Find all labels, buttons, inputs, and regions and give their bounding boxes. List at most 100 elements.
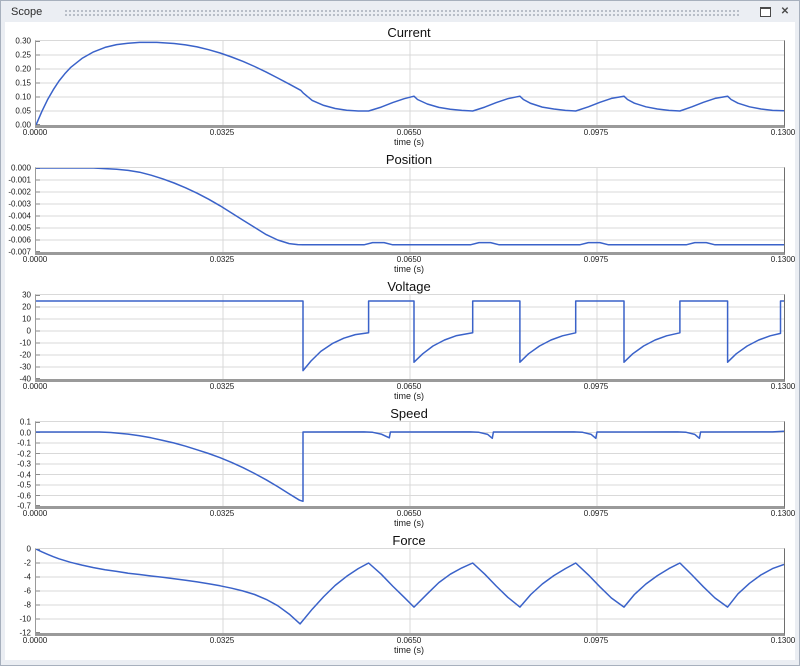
y-tick-label: 10 <box>22 314 31 324</box>
chart-title: Current <box>387 25 431 40</box>
y-tick-label: -0.4 <box>17 470 31 479</box>
x-tick-label: 0.0000 <box>22 255 48 264</box>
y-tick-label: -12 <box>19 628 31 638</box>
plot-canvas[interactable] <box>36 295 784 379</box>
x-tick-label: 0.0325 <box>209 128 235 137</box>
y-tick-label: 0.10 <box>15 92 31 102</box>
chart-current: Current 0.30 0.25 0.20 0.15 0.10 0.05 0.00 0.0… <box>5 25 795 152</box>
x-axis-labels: 0.0000 0.0325 0.0650 0.0975 0.1300 <box>23 636 795 645</box>
y-axis-labels: 30 20 10 0 -10 -20 -30 -40 <box>5 291 32 384</box>
chart-force: Force 0 -2 -4 -6 -8 -10 -12 0.0000 0.0325 0.0650… <box>5 533 795 660</box>
series-line <box>36 168 784 246</box>
series-line <box>36 300 784 372</box>
y-axis-labels: 0 -2 -4 -6 -8 -10 -12 <box>5 545 32 638</box>
series-line <box>36 430 784 503</box>
y-axis-labels: 0.1 0.0 -0.1 -0.2 -0.3 -0.4 -0.5 -0.6 -0.7 <box>5 418 32 511</box>
y-tick-label: 0.00 <box>15 120 31 130</box>
plot-canvas[interactable] <box>36 549 784 633</box>
x-tick-label: 0.0325 <box>209 382 235 391</box>
plot-area[interactable] <box>35 294 785 382</box>
y-tick-label: -0.006 <box>8 235 31 245</box>
x-axis-title: time (s) <box>394 391 424 401</box>
series-line <box>36 549 784 625</box>
chart-position: Position 0.000 -0.001 -0.002 -0.003 -0.004 -0… <box>5 152 795 279</box>
x-tick-label: 0.1300 <box>770 128 796 137</box>
chart-title: Speed <box>390 406 428 421</box>
y-tick-label: 0.25 <box>15 50 31 60</box>
x-tick-label: 0.0975 <box>583 636 609 645</box>
x-tick-label: 0.0000 <box>22 382 48 391</box>
y-tick-label: -0.6 <box>17 491 31 500</box>
chart-title: Force <box>392 533 426 548</box>
y-tick-label: -20 <box>19 350 31 360</box>
x-tick-label: 0.1300 <box>770 636 796 645</box>
x-axis-labels: 0.0000 0.0325 0.0650 0.0975 0.1300 <box>23 509 795 518</box>
y-tick-label: -0.3 <box>17 459 31 469</box>
y-tick-label: 0.05 <box>15 106 31 116</box>
x-axis-labels: 0.0000 0.0325 0.0650 0.0975 0.1300 <box>23 255 795 264</box>
restore-window-button[interactable] <box>757 4 773 19</box>
plot-area[interactable] <box>35 40 785 128</box>
x-tick-label: 0.1300 <box>770 509 796 518</box>
x-tick-label: 0.0975 <box>583 255 609 264</box>
y-tick-label: -8 <box>23 600 31 610</box>
x-tick-label: 0.0325 <box>209 255 235 264</box>
x-tick-label: 0.0650 <box>396 255 422 264</box>
plot-area[interactable] <box>35 421 785 509</box>
x-tick-label: 0.0975 <box>583 382 609 391</box>
close-icon: ✕ <box>780 5 790 17</box>
title-bar[interactable]: Scope ✕ <box>1 1 799 22</box>
y-tick-label: -4 <box>23 572 31 582</box>
y-axis-labels: 0.30 0.25 0.20 0.15 0.10 0.05 0.00 <box>5 37 32 130</box>
y-tick-label: -0.2 <box>17 449 31 458</box>
plot-canvas[interactable] <box>36 41 784 125</box>
y-tick-label: -10 <box>19 338 31 348</box>
plot-canvas[interactable] <box>36 422 784 506</box>
y-tick-label: -30 <box>19 362 31 372</box>
chart-title: Position <box>385 152 433 167</box>
x-tick-label: 0.0650 <box>396 636 422 645</box>
x-tick-label: 0.1300 <box>770 255 796 264</box>
y-axis-labels: 0.000 -0.001 -0.002 -0.003 -0.004 -0.005 -0.00… <box>5 164 32 257</box>
restore-icon <box>759 6 771 17</box>
y-tick-label: -0.003 <box>8 199 31 209</box>
x-axis-title: time (s) <box>394 137 424 147</box>
x-axis-title: time (s) <box>394 645 424 655</box>
plot-area[interactable] <box>35 167 785 255</box>
close-window-button[interactable]: ✕ <box>777 4 793 19</box>
y-tick-label: -0.004 <box>8 211 31 221</box>
x-tick-label: 0.0650 <box>396 382 422 391</box>
chart-title: Voltage <box>387 279 431 294</box>
drag-handle-texture[interactable] <box>64 8 739 17</box>
x-axis-labels: 0.0000 0.0325 0.0650 0.0975 0.1300 <box>23 128 795 137</box>
x-tick-label: 0.0650 <box>396 509 422 518</box>
x-tick-label: 0.0325 <box>209 509 235 518</box>
y-tick-label: -0.001 <box>8 175 31 185</box>
y-tick-label: 0.30 <box>15 36 31 46</box>
scope-plots-container: Current 0.30 0.25 0.20 0.15 0.10 0.05 0.00 0.0… <box>5 22 795 660</box>
y-tick-label: 0.15 <box>15 78 31 88</box>
x-axis-labels: 0.0000 0.0325 0.0650 0.0975 0.1300 <box>23 382 795 391</box>
y-tick-label: -0.7 <box>17 501 31 511</box>
x-tick-label: 0.0975 <box>583 509 609 518</box>
x-tick-label: 0.0325 <box>209 636 235 645</box>
x-tick-label: 0.0650 <box>396 128 422 137</box>
y-tick-label: -2 <box>23 558 31 568</box>
x-tick-label: 0.0975 <box>583 128 609 137</box>
y-tick-label: -0.5 <box>17 480 31 490</box>
window-title: Scope <box>11 5 43 18</box>
y-tick-label: 0.20 <box>15 64 31 74</box>
y-tick-label: -0.005 <box>8 223 31 233</box>
x-tick-label: 0.0000 <box>22 128 48 137</box>
y-tick-label: -40 <box>19 374 31 384</box>
plot-canvas[interactable] <box>36 168 784 252</box>
y-tick-label: 0 <box>26 544 31 554</box>
x-tick-label: 0.0000 <box>22 636 48 645</box>
y-tick-label: 20 <box>22 302 31 312</box>
plot-area[interactable] <box>35 548 785 636</box>
chart-voltage: Voltage 30 20 10 0 -10 -20 -30 -40 0.0000 0.0325… <box>5 279 795 406</box>
x-axis-title: time (s) <box>394 518 424 528</box>
y-tick-label: 30 <box>22 290 31 300</box>
x-axis-title: time (s) <box>394 264 424 274</box>
